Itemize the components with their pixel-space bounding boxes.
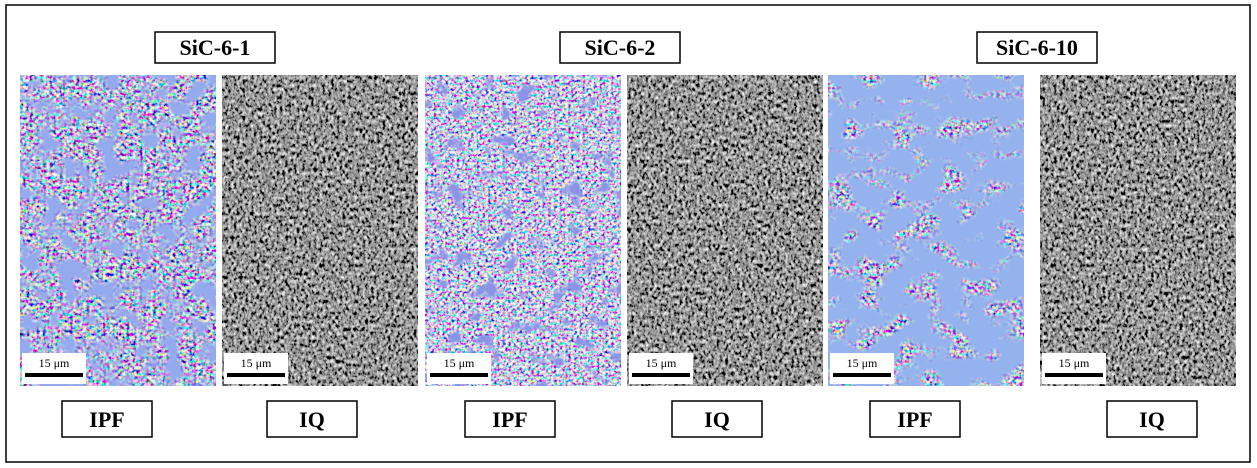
scale-bar <box>632 373 690 377</box>
iq-map <box>222 75 418 386</box>
image-label: IPF <box>89 407 124 432</box>
label-box <box>61 400 153 438</box>
label-box <box>869 400 961 438</box>
scale-bar <box>430 373 488 377</box>
scale-bar-text: 15 μm <box>444 356 475 370</box>
label-box <box>671 400 763 438</box>
panel-title: SiC-6-10 <box>996 35 1078 60</box>
scale-bar-bg <box>427 353 491 384</box>
scale-bar-bg <box>22 353 86 384</box>
title-box <box>976 31 1098 64</box>
iq-map <box>627 75 823 386</box>
scale-bar-text: 15 μm <box>646 356 677 370</box>
iq-map <box>1040 75 1236 386</box>
ipf-map <box>20 75 216 386</box>
scale-bar-bg <box>1042 353 1106 384</box>
image-label: IQ <box>1139 407 1165 432</box>
scale-bar-text: 15 μm <box>39 356 70 370</box>
image-label: IQ <box>704 407 730 432</box>
image-label: IQ <box>299 407 325 432</box>
scale-bar-text: 15 μm <box>847 356 878 370</box>
scale-bar-bg <box>224 353 288 384</box>
image-label: IPF <box>897 407 932 432</box>
scale-bar-bg <box>629 353 693 384</box>
ipf-map <box>425 75 621 386</box>
scale-bar-bg <box>830 353 894 384</box>
scale-bar <box>833 373 891 377</box>
label-box <box>464 400 556 438</box>
label-box <box>1106 400 1198 438</box>
scale-bar-text: 15 μm <box>1059 356 1090 370</box>
label-box <box>266 400 358 438</box>
scale-bar <box>227 373 285 377</box>
scale-bar <box>25 373 83 377</box>
title-box <box>154 31 276 64</box>
scale-bar <box>1045 373 1103 377</box>
title-box <box>559 31 681 64</box>
panel-title: SiC-6-2 <box>585 35 656 60</box>
image-label: IPF <box>492 407 527 432</box>
panel-title: SiC-6-1 <box>180 35 251 60</box>
ipf-map <box>828 75 1024 386</box>
scale-bar-text: 15 μm <box>241 356 272 370</box>
